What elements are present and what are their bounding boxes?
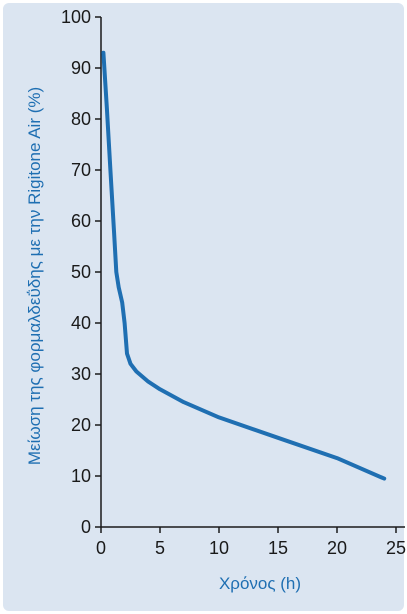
y-tick-label: 40 — [71, 313, 91, 333]
x-tick-label: 10 — [209, 538, 229, 558]
y-tick-label: 80 — [71, 109, 91, 129]
y-ticks: 0 10 20 30 40 50 60 70 80 90 100 — [61, 7, 101, 537]
series-line — [101, 50, 387, 481]
chart-panel — [3, 3, 404, 611]
y-tick-label: 20 — [71, 415, 91, 435]
y-tick-label: 0 — [81, 517, 91, 537]
axes — [100, 17, 405, 528]
x-tick-label: 0 — [96, 538, 106, 558]
x-tick-label: 25 — [386, 538, 406, 558]
x-tick-label: 5 — [155, 538, 165, 558]
x-tick-label: 15 — [268, 538, 288, 558]
y-axis-title: Μείωση της φορμαλδεΰδης με την Rigitone … — [25, 87, 44, 465]
x-tick-label: 20 — [327, 538, 347, 558]
y-tick-label: 70 — [71, 160, 91, 180]
y-tick-label: 50 — [71, 262, 91, 282]
y-tick-label: 10 — [71, 466, 91, 486]
y-tick-label: 90 — [71, 58, 91, 78]
y-tick-label: 30 — [71, 364, 91, 384]
y-tick-label: 60 — [71, 211, 91, 231]
y-tick-label: 100 — [61, 7, 91, 27]
x-axis-title: Χρόνος (h) — [219, 574, 301, 593]
x-ticks: 0 5 10 15 20 25 — [96, 527, 406, 558]
